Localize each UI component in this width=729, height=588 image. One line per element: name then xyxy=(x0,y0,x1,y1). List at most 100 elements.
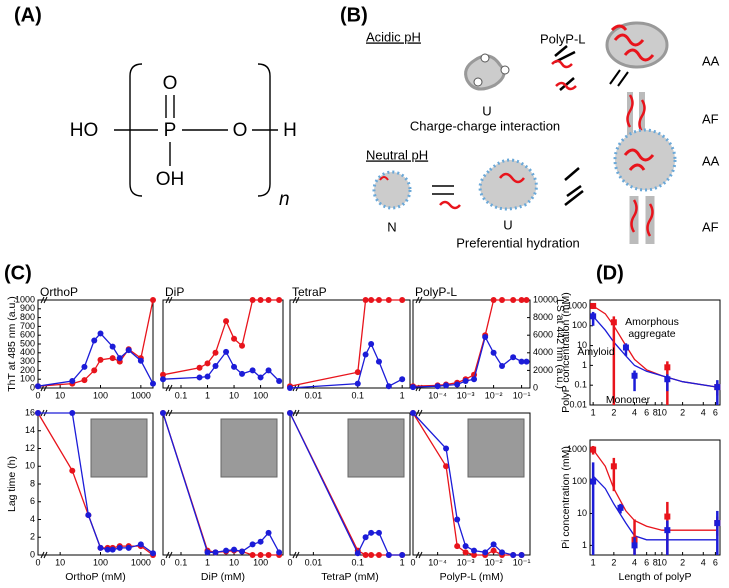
data-point xyxy=(249,552,256,558)
data-point xyxy=(137,541,144,548)
data-point xyxy=(97,544,104,551)
y2-tick-label: 4000 xyxy=(533,347,553,357)
data-point xyxy=(434,383,441,390)
x-tick-label: 10 xyxy=(657,407,667,417)
mechanism: Preferential hydration xyxy=(456,235,580,250)
data-point xyxy=(610,319,617,326)
data-point xyxy=(212,549,219,556)
x-axis-label: TetraP (mM) xyxy=(321,571,379,583)
state: AF xyxy=(702,111,719,126)
x-tick-label: 8 xyxy=(653,407,658,417)
data-point xyxy=(490,297,497,303)
data-point xyxy=(714,384,721,391)
state: AA xyxy=(702,53,720,68)
y-tick-label: 0.01 xyxy=(569,399,587,409)
data-point xyxy=(518,552,525,558)
y-tick-label: 100 xyxy=(20,374,35,384)
data-point xyxy=(276,297,283,303)
x-tick-label: 1 xyxy=(591,557,596,567)
y2-tick-label: 10000 xyxy=(533,294,558,304)
data-point xyxy=(385,297,392,303)
x-tick-label: 10⁻¹ xyxy=(513,390,531,400)
y-tick-label: 100 xyxy=(572,476,587,486)
data-point xyxy=(125,544,132,551)
subscript: n xyxy=(279,189,290,210)
data-point xyxy=(160,410,166,416)
axis-break xyxy=(40,296,48,392)
data-point xyxy=(362,534,369,541)
y-tick-label: 12 xyxy=(25,443,35,453)
condition: Neutral pH xyxy=(366,147,428,162)
plot-frame xyxy=(289,299,411,389)
panel-label: (D) xyxy=(596,262,624,284)
atom: OH xyxy=(156,169,185,190)
data-point xyxy=(150,380,156,387)
y-tick-label: 10 xyxy=(577,340,587,350)
atom: HO xyxy=(70,120,99,141)
data-point xyxy=(35,410,41,416)
y-tick-label: 1 xyxy=(582,360,587,370)
x-tick-label: 0 xyxy=(35,390,40,400)
x-tick-label: 0.1 xyxy=(175,390,188,400)
ligand: PolyP-L xyxy=(540,31,586,46)
data-point xyxy=(375,552,382,558)
y-tick-label: 4 xyxy=(30,514,35,524)
data-point xyxy=(523,297,530,303)
y-tick-label: 6 xyxy=(30,496,35,506)
data-point xyxy=(510,552,517,558)
x-tick-label: 1 xyxy=(205,390,210,400)
x-tick-label: 100 xyxy=(253,557,268,567)
data-point xyxy=(265,297,272,303)
x-tick-label: 10⁻² xyxy=(485,390,503,400)
data-point xyxy=(249,297,256,303)
data-point xyxy=(499,549,506,556)
x-axis-label: PolyP-L (mM) xyxy=(440,571,504,583)
annotation: Monomer xyxy=(606,394,651,406)
x-tick-label: 0 xyxy=(35,557,40,567)
data-point xyxy=(196,374,203,381)
data-point xyxy=(454,543,461,550)
data-point xyxy=(104,546,111,553)
x-tick-label: 2 xyxy=(680,407,685,417)
x-tick-label: 1000 xyxy=(131,390,151,400)
x-tick-label: 0.1 xyxy=(352,390,365,400)
x-tick-label: 10 xyxy=(55,557,65,567)
x-tick-label: 1 xyxy=(400,557,405,567)
y2-tick-label: 8000 xyxy=(533,312,553,322)
y-tick-label: 1 xyxy=(582,540,587,550)
y-tick-label: 1000 xyxy=(15,294,35,304)
y-tick-label: 16 xyxy=(25,407,35,417)
data-point xyxy=(443,445,450,452)
micrograph xyxy=(90,418,148,478)
x-tick-label: 0.1 xyxy=(352,557,365,567)
x-tick-label: 100 xyxy=(93,390,108,400)
data-point xyxy=(622,344,629,351)
data-point xyxy=(204,549,211,556)
data-point xyxy=(257,552,264,558)
x-tick-label: 10⁻¹ xyxy=(513,557,531,567)
x-tick-label: 2 xyxy=(611,407,616,417)
data-point xyxy=(231,546,238,553)
data-point xyxy=(362,351,369,358)
axis-break xyxy=(292,409,300,559)
structure xyxy=(114,63,278,197)
data-point xyxy=(35,383,41,390)
x-axis-label: Length of polyP xyxy=(619,571,692,583)
y-tick-label: 200 xyxy=(20,365,35,375)
data-point xyxy=(354,380,361,387)
x-tick-label: 10⁻⁴ xyxy=(428,557,447,567)
series-line xyxy=(289,342,403,389)
data-point xyxy=(137,357,144,364)
data-point xyxy=(385,552,392,558)
data-point xyxy=(368,341,375,347)
data-point xyxy=(249,367,256,374)
axis-break xyxy=(165,409,173,559)
data-point xyxy=(239,342,246,349)
data-point xyxy=(91,337,98,344)
x-tick-label: 10 xyxy=(229,390,239,400)
series-line xyxy=(162,299,280,376)
x-tick-label: 1000 xyxy=(131,557,151,567)
y-tick-label: 900 xyxy=(20,303,35,313)
atom: P xyxy=(164,120,177,141)
data-point xyxy=(196,364,203,371)
